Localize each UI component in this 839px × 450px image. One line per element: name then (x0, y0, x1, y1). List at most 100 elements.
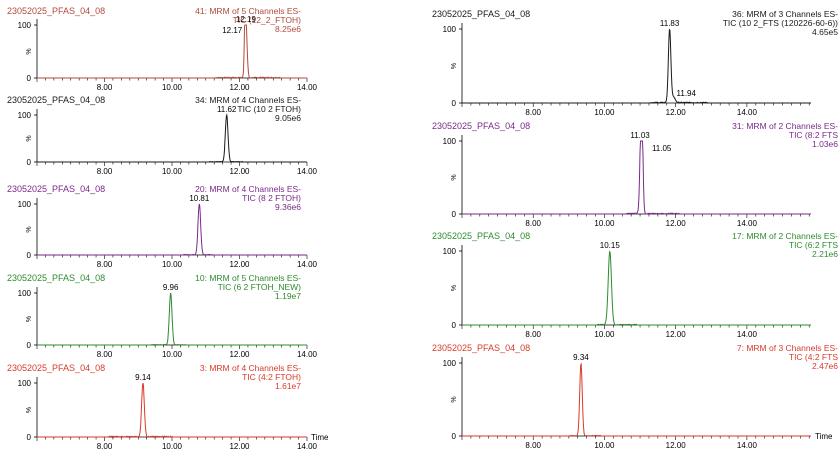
x-tick-label: 10.00 (594, 108, 615, 117)
chromatogram-panel: 23052025_PFAS_04_08 34: MRM of 4 Channels… (7, 95, 318, 176)
chromatogram-trace (462, 362, 811, 437)
chromatogram-panel: 23052025_PFAS_04_08 10: MRM of 5 Channels… (7, 273, 318, 359)
chromatogram-trace (37, 293, 307, 346)
y-tick-label: 100 (18, 111, 32, 120)
channel-compound: TIC (6:2 FTS (789, 240, 838, 250)
chromatogram-trace (37, 382, 307, 438)
y-tick-label: 0 (452, 99, 457, 108)
x-tick-label: 10.00 (594, 219, 615, 228)
x-tick-label: 14.00 (297, 167, 318, 176)
x-tick-label: 10.00 (162, 260, 183, 269)
chromatogram-panel: 23052025_PFAS_04_08 20: MRM of 4 Channels… (7, 184, 318, 269)
x-axis-title: Time (311, 433, 329, 442)
channel-title: 3: MRM of 4 Channels ES- (200, 363, 301, 373)
y-tick-label: 0 (452, 432, 457, 441)
y-tick-label: 0 (452, 210, 457, 219)
chromatogram-trace (462, 140, 811, 215)
x-tick-label: 8.00 (525, 441, 541, 450)
peak-label: 11.83 (660, 19, 680, 28)
y-tick-label: 100 (18, 379, 32, 388)
x-tick-label: 14.00 (297, 83, 318, 92)
y-tick-label: 100 (443, 359, 457, 368)
channel-title: 36: MRM of 3 Channels ES- (732, 9, 838, 19)
chromatogram-panel: 23052025_PFAS_04_08 7: MRM of 3 Channels … (432, 343, 838, 450)
y-axis-percent-label: % (451, 174, 458, 180)
x-tick-label: 12.00 (666, 441, 687, 450)
channel-compound: TIC (8:2 FTS (789, 130, 838, 140)
y-axis-percent-label: % (451, 63, 458, 69)
x-tick-label: 14.00 (297, 350, 318, 359)
sample-name: 23052025_PFAS_04_08 (432, 9, 530, 19)
y-tick-label: 0 (27, 433, 32, 442)
peak-label: 11.62 (217, 105, 237, 114)
peak-label: 10.15 (600, 241, 621, 250)
x-tick-label: 8.00 (525, 108, 541, 117)
x-tick-label: 10.00 (162, 83, 183, 92)
peak-label: 12.17 (222, 26, 243, 35)
x-tick-label: 8.00 (525, 219, 541, 228)
x-tick-label: 14.00 (297, 442, 318, 450)
y-axis-percent-label: % (451, 285, 458, 291)
channel-compound: TIC (8 2 FTOH) (242, 193, 301, 203)
y-tick-label: 0 (452, 321, 457, 330)
x-tick-label: 14.00 (737, 108, 758, 117)
sample-name: 23052025_PFAS_04_08 (7, 184, 105, 194)
peak-label: 9.14 (135, 373, 151, 382)
peak-label: 12.19 (236, 15, 257, 24)
x-tick-label: 12.00 (666, 108, 687, 117)
x-tick-label: 14.00 (737, 219, 758, 228)
channel-compound: TIC (10 2_FTS (120226-60-6)) (723, 18, 838, 28)
y-axis-percent-label: % (26, 135, 33, 141)
channel-title: 20: MRM of 4 Channels ES- (195, 184, 301, 194)
chromatogram-trace (462, 250, 811, 326)
peak-label: 10.81 (189, 194, 210, 203)
y-tick-label: 100 (443, 25, 457, 34)
chromatogram-panel: 23052025_PFAS_04_08 41: MRM of 5 Channels… (7, 6, 318, 92)
x-tick-label: 12.00 (666, 219, 687, 228)
x-tick-label: 12.00 (229, 83, 250, 92)
x-tick-label: 10.00 (162, 350, 183, 359)
x-tick-label: 12.00 (229, 350, 250, 359)
sample-name: 23052025_PFAS_04_08 (7, 6, 105, 16)
x-tick-label: 12.00 (666, 330, 687, 339)
channel-intensity: 1.03e6 (812, 139, 838, 149)
y-tick-label: 100 (18, 200, 32, 209)
channel-compound: TIC (4:2 FTOH) (242, 372, 301, 382)
y-axis-percent-label: % (26, 407, 33, 413)
channel-intensity: 1.61e7 (275, 381, 301, 391)
x-tick-label: 12.00 (229, 442, 250, 450)
peak-label: 9.96 (163, 283, 179, 292)
channel-title: 34: MRM of 4 Channels ES- (195, 95, 301, 105)
peak-label: 11.94 (677, 89, 697, 98)
chromatogram-trace (37, 203, 307, 256)
y-tick-label: 100 (443, 247, 457, 256)
x-tick-label: 12.00 (229, 167, 250, 176)
x-tick-label: 10.00 (162, 167, 183, 176)
x-tick-label: 8.00 (97, 83, 113, 92)
sample-name: 23052025_PFAS_04_08 (7, 95, 105, 105)
x-tick-label: 8.00 (525, 330, 541, 339)
chromatogram-trace (462, 28, 811, 104)
x-tick-label: 10.00 (594, 330, 615, 339)
chromatogram-panel: 23052025_PFAS_04_08 31: MRM of 2 Channels… (432, 121, 838, 228)
x-tick-label: 14.00 (737, 330, 758, 339)
channel-compound: TIC (4:2 FTS (789, 352, 838, 362)
peak-label: 11.03 (630, 131, 650, 140)
y-tick-label: 100 (18, 289, 32, 298)
sample-name: 23052025_PFAS_04_08 (432, 231, 530, 241)
y-axis-percent-label: % (26, 226, 33, 232)
chromatogram-panel: 23052025_PFAS_04_08 17: MRM of 2 Channels… (432, 231, 838, 339)
x-tick-label: 10.00 (162, 442, 183, 450)
y-tick-label: 0 (27, 251, 32, 260)
chromatogram-trace (37, 24, 307, 79)
x-tick-label: 10.00 (594, 441, 615, 450)
x-tick-label: 12.00 (229, 260, 250, 269)
channel-title: 41: MRM of 5 Channels ES- (195, 6, 301, 16)
x-tick-label: 8.00 (97, 260, 113, 269)
channel-title: 10: MRM of 5 Channels ES- (195, 273, 301, 283)
sample-name: 23052025_PFAS_04_08 (432, 121, 530, 131)
channel-intensity: 2.21e6 (812, 249, 838, 259)
y-tick-label: 0 (27, 158, 32, 167)
channel-intensity: 4.65e5 (812, 27, 838, 37)
